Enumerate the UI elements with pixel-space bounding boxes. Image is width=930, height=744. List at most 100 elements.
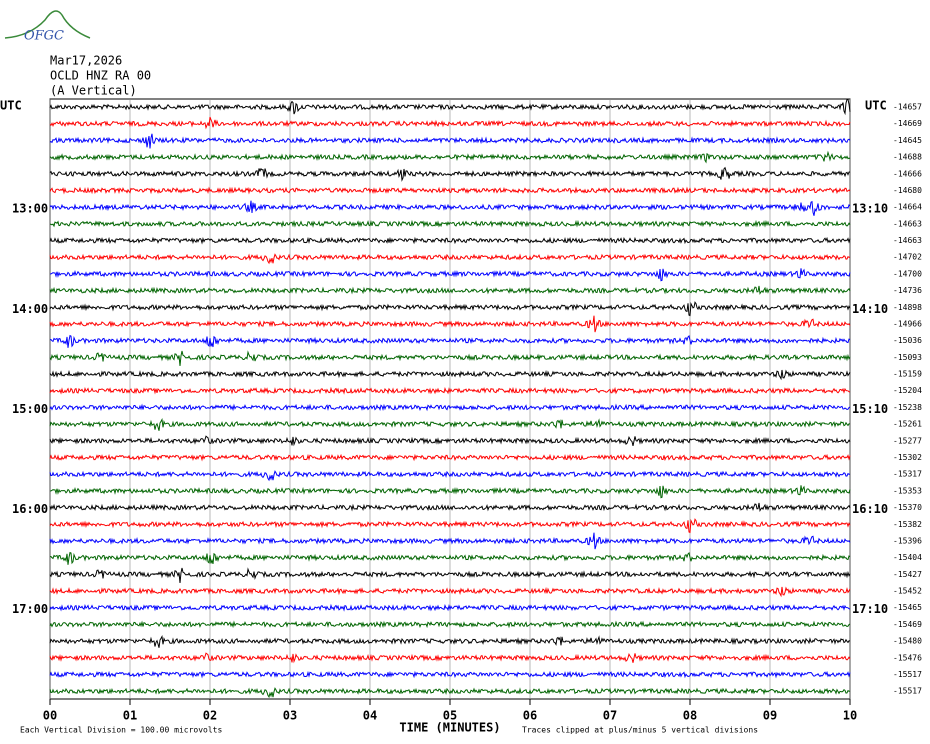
trace <box>49 186 851 195</box>
trace <box>49 99 851 116</box>
trace-offset: -15036 <box>893 336 922 345</box>
x-tick-label: 04 <box>363 709 377 723</box>
trace-offset: -14702 <box>893 253 922 262</box>
trace-offset: -15465 <box>893 603 922 612</box>
trace-offset: -15382 <box>893 520 922 529</box>
trace <box>49 586 851 598</box>
right-axis-title: UTC <box>865 99 887 113</box>
left-time-label: 14:00 <box>12 302 48 316</box>
trace <box>49 418 851 431</box>
x-tick-label: 00 <box>43 709 57 723</box>
x-axis-title: TIME (MINUTES) <box>399 721 500 735</box>
trace <box>49 635 851 648</box>
x-tick-label: 02 <box>203 709 217 723</box>
x-tick-label: 10 <box>843 709 857 723</box>
trace <box>49 315 851 333</box>
trace <box>49 620 851 629</box>
trace-offset: -15517 <box>893 687 922 696</box>
trace <box>49 236 851 245</box>
trace <box>49 532 851 550</box>
trace-offset: -14680 <box>893 186 922 195</box>
right-time-label: 15:10 <box>852 402 888 416</box>
trace <box>49 301 851 317</box>
left-time-label: 13:00 <box>12 202 48 216</box>
trace <box>49 485 851 499</box>
station: OCLD HNZ RA 00 <box>50 69 151 83</box>
trace <box>49 133 851 149</box>
trace-offset: -14966 <box>893 319 922 328</box>
trace <box>49 670 851 679</box>
trace <box>49 334 851 348</box>
trace <box>49 435 851 447</box>
trace <box>50 219 851 228</box>
trace-offset: -15093 <box>893 353 922 362</box>
trace-offset: -14700 <box>893 269 922 278</box>
x-tick-label: 07 <box>603 709 617 723</box>
x-tick-label: 09 <box>763 709 777 723</box>
trace-offset: -14663 <box>893 236 922 245</box>
trace-offset: -15277 <box>893 436 922 445</box>
trace <box>49 518 851 534</box>
left-time-label: 16:00 <box>12 502 48 516</box>
scale-note: Each Vertical Division = 100.00 microvol… <box>20 726 222 735</box>
trace <box>49 285 851 295</box>
left-time-label: 15:00 <box>12 402 48 416</box>
trace-offset: -15396 <box>893 536 922 545</box>
trace-offset: -14664 <box>893 203 922 212</box>
clip-note: Traces clipped at plus/minus 5 vertical … <box>522 726 758 735</box>
trace <box>49 603 851 612</box>
x-tick-label: 06 <box>523 709 537 723</box>
trace-offset: -14688 <box>893 153 922 162</box>
trace-offset: -14663 <box>893 219 922 228</box>
trace <box>49 567 851 584</box>
date: Mar17,2026 <box>50 54 122 68</box>
trace-offset: -14669 <box>893 119 922 128</box>
trace <box>49 350 851 367</box>
trace <box>49 453 851 462</box>
logo-text: OFGC <box>24 29 64 44</box>
trace-offset: -15469 <box>893 620 922 629</box>
trace-offset: -15261 <box>893 420 922 429</box>
trace-offset: -15480 <box>893 637 922 646</box>
trace <box>49 150 851 164</box>
trace <box>49 253 851 265</box>
trace-offset: -15517 <box>893 670 922 679</box>
trace-offset: -14657 <box>893 103 922 112</box>
trace <box>49 369 851 381</box>
trace-offset: -15404 <box>893 553 922 562</box>
trace <box>49 470 851 482</box>
right-time-label: 13:10 <box>852 202 888 216</box>
trace-offset: -15238 <box>893 403 922 412</box>
right-time-label: 14:10 <box>852 302 888 316</box>
trace <box>49 116 851 130</box>
component: (A Vertical) <box>50 84 137 98</box>
left-axis-title: UTC <box>0 99 22 113</box>
trace-offset: -15370 <box>893 503 922 512</box>
trace-offset: -14645 <box>893 136 922 145</box>
trace <box>49 166 851 182</box>
x-tick-label: 08 <box>683 709 697 723</box>
trace <box>49 200 851 216</box>
x-tick-label: 01 <box>123 709 137 723</box>
trace-offset: -15452 <box>893 587 922 596</box>
trace <box>49 386 851 395</box>
trace <box>49 652 851 664</box>
trace-offset: -15427 <box>893 570 922 579</box>
right-time-label: 17:10 <box>852 602 888 616</box>
trace-offset: -14736 <box>893 286 922 295</box>
trace-offset: -15317 <box>893 470 922 479</box>
trace-offset: -15204 <box>893 386 922 395</box>
trace <box>49 268 851 282</box>
right-time-label: 16:10 <box>852 502 888 516</box>
trace-offset: -15353 <box>893 486 922 495</box>
trace-offset: -15302 <box>893 453 922 462</box>
logo: OFGC <box>4 10 91 44</box>
trace-offset: -15476 <box>893 653 922 662</box>
trace-offset: -14898 <box>893 303 922 312</box>
left-time-label: 17:00 <box>12 602 48 616</box>
trace <box>49 403 851 412</box>
trace-offset: -15159 <box>893 370 922 379</box>
trace <box>49 687 851 699</box>
x-tick-label: 03 <box>283 709 297 723</box>
